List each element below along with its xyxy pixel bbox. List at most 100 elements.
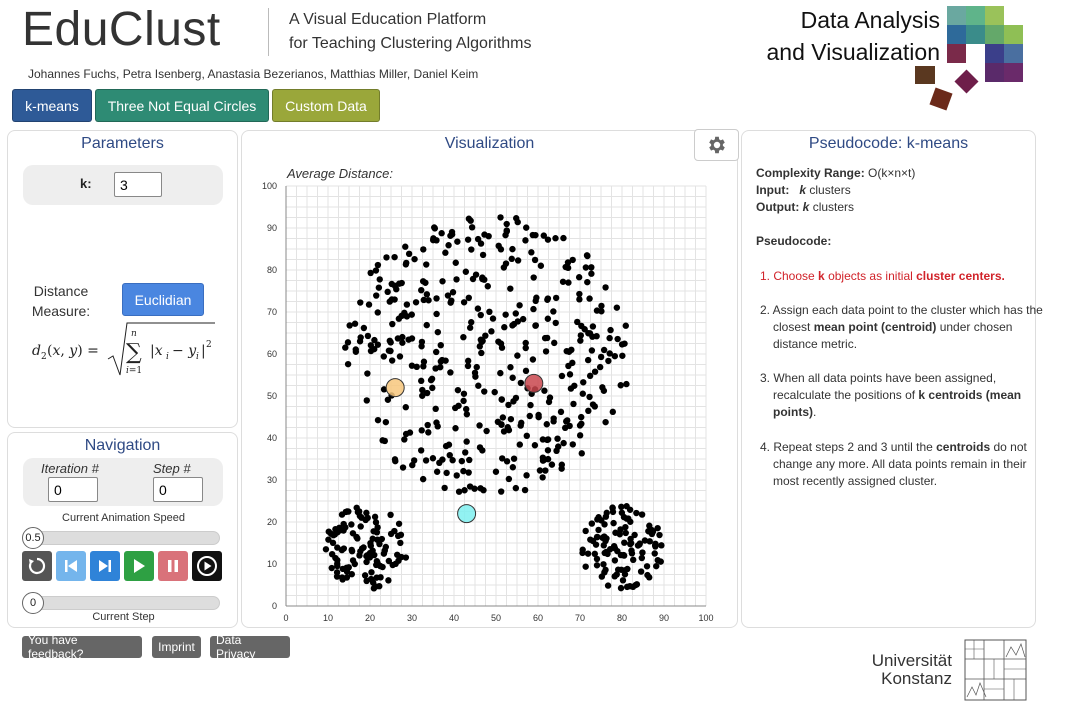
data-point (402, 430, 410, 438)
euclidian-button[interactable]: Euclidian (122, 283, 204, 316)
pseudocode-panel: Pseudocode: k-means (741, 130, 1036, 628)
play-button[interactable] (124, 551, 154, 581)
plot-axes: 0 10 20 30 40 50 60 70 80 90 100 0 10 20 30 40 50 60 70 80 9… (262, 181, 714, 623)
data-point (402, 243, 409, 250)
feedback-button[interactable]: You have feedback? (22, 633, 142, 661)
data-point (374, 341, 382, 348)
imprint-button[interactable]: Imprint (152, 636, 201, 658)
data-point (442, 249, 449, 256)
data-point (465, 294, 473, 302)
data-point (388, 357, 396, 364)
data-point (481, 388, 488, 395)
data-point (466, 324, 474, 331)
step-input[interactable] (153, 477, 203, 502)
svg-text:2: 2 (41, 352, 47, 362)
dav-logo (915, 6, 1023, 111)
data-point (462, 268, 470, 275)
data-point (375, 284, 383, 291)
data-point (395, 315, 403, 322)
data-point (484, 283, 491, 290)
data-point (460, 333, 467, 341)
data-point (566, 422, 573, 430)
data-point (606, 350, 613, 357)
data-point (387, 347, 394, 355)
speed-slider-knob[interactable]: 0.5 (22, 527, 44, 549)
data-point (597, 353, 605, 361)
data-point (593, 307, 601, 314)
settings-button[interactable] (694, 129, 739, 161)
distance-measure-label: Distance Measure: (16, 281, 106, 321)
data-point (409, 461, 416, 469)
data-point (369, 535, 376, 542)
data-point (612, 529, 619, 536)
data-point (620, 552, 628, 559)
navigation-title: Navigation (84, 437, 161, 454)
autoplay-button[interactable] (192, 551, 222, 581)
data-point (622, 529, 629, 537)
data-point (356, 338, 364, 345)
data-point (397, 539, 404, 547)
step-forward-button[interactable] (90, 551, 120, 581)
scatter-plot: 0 10 20 30 40 50 60 70 80 90 100 0 10 20 30 40 50 60 70 80 9… (262, 181, 714, 623)
pause-button[interactable] (158, 551, 188, 581)
tab-custom-data[interactable]: Custom Data (272, 89, 380, 122)
data-point (582, 563, 589, 570)
tab-three-not-equal-circles[interactable]: Three Not Equal Circles (95, 89, 269, 122)
data-point (497, 214, 504, 221)
y-tick-label: 90 (267, 223, 277, 233)
data-point (420, 296, 428, 304)
euclidean-formula: d 2 (x, y) = n ∑ i=1 |x i − y i | 2 (32, 322, 215, 376)
data-point (418, 286, 425, 294)
data-point (618, 341, 626, 348)
iteration-input[interactable] (48, 477, 98, 502)
data-point (381, 437, 389, 445)
data-point (403, 313, 411, 320)
data-point (559, 278, 567, 285)
step-slider-knob[interactable]: 0 (22, 592, 44, 614)
data-point (433, 310, 440, 318)
svg-text:∑: ∑ (126, 340, 142, 365)
data-point (464, 362, 472, 370)
data-point (399, 339, 406, 346)
data-point (463, 438, 470, 445)
data-point (448, 228, 456, 236)
data-point (596, 363, 604, 371)
data-point (593, 534, 601, 541)
reset-button[interactable] (22, 551, 52, 581)
data-point (513, 215, 520, 222)
data-point (600, 561, 607, 568)
data-point (380, 386, 388, 393)
tab-k-means[interactable]: k-means (12, 89, 92, 122)
x-tick-label: 0 (283, 613, 288, 623)
data-point (531, 256, 539, 264)
data-point (462, 449, 469, 456)
visualization-title: Visualization (444, 135, 535, 152)
data-privacy-button[interactable]: Data Privacy (210, 633, 290, 661)
data-point (545, 398, 553, 406)
data-point (505, 475, 513, 483)
data-point (522, 367, 530, 375)
step-slider-track[interactable] (25, 596, 220, 610)
data-point (626, 582, 634, 590)
data-point (569, 256, 576, 264)
k-input[interactable] (114, 172, 162, 197)
data-point (539, 454, 547, 461)
data-point (452, 259, 459, 266)
data-point (429, 236, 437, 244)
data-point (374, 416, 382, 424)
data-point (434, 423, 441, 430)
data-point (425, 297, 432, 304)
data-point (473, 363, 480, 371)
data-point (472, 271, 480, 278)
data-point (523, 432, 530, 440)
data-point (371, 513, 379, 521)
data-point (357, 523, 364, 530)
data-point (395, 280, 403, 287)
distance-label-2: Measure: (31, 303, 91, 319)
step-back-button[interactable] (56, 551, 86, 581)
speed-slider-track[interactable] (25, 531, 220, 545)
data-point (523, 224, 530, 231)
data-point (329, 539, 337, 547)
data-point (360, 324, 368, 332)
data-point (498, 344, 506, 351)
